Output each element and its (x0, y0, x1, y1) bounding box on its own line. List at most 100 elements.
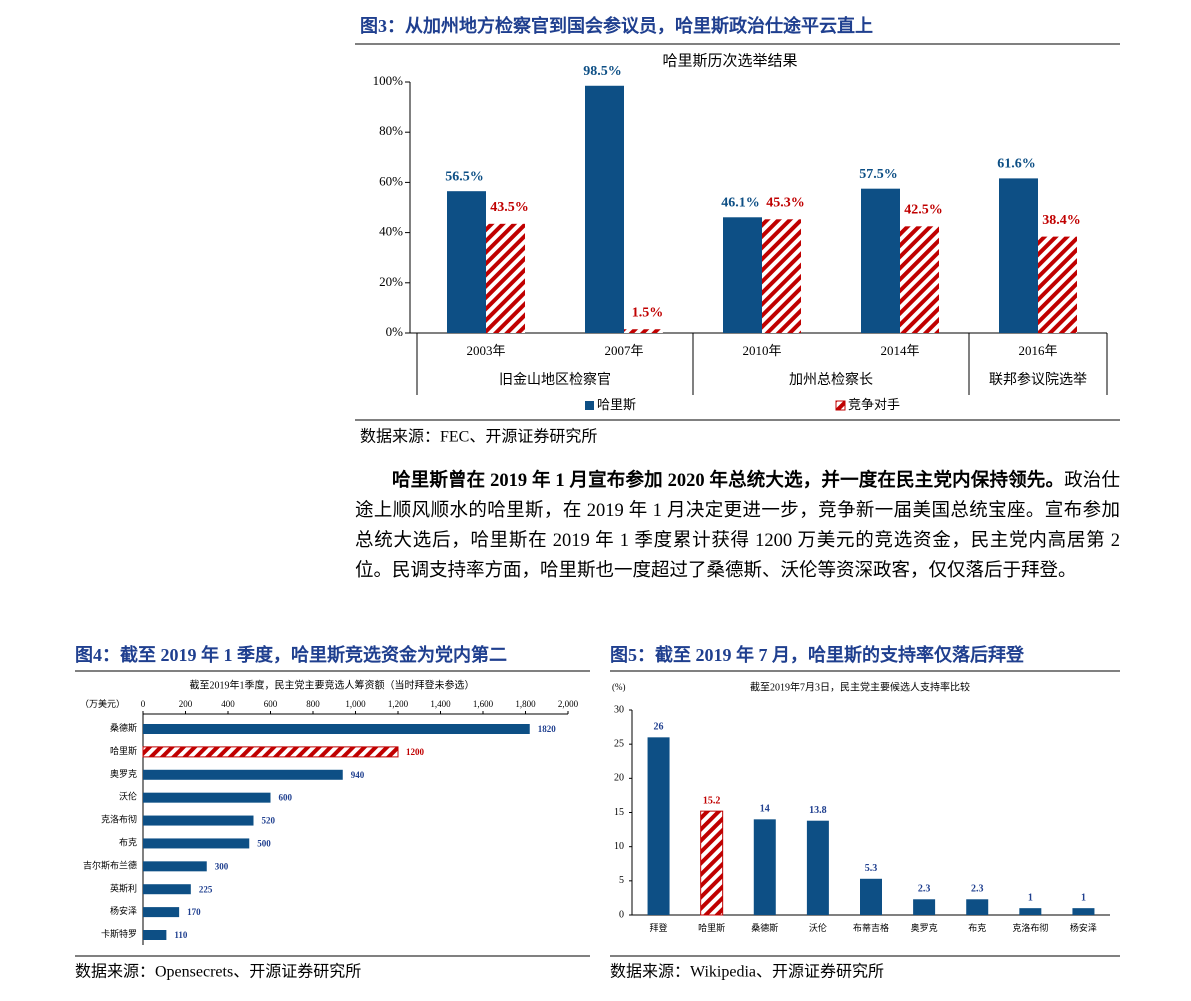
x-tick-label: 哈里斯 (698, 922, 725, 933)
x-tick-label: 200 (179, 699, 193, 709)
bar (143, 930, 167, 940)
group-label: 联邦参议院选举 (989, 371, 1087, 388)
value-label: 42.5% (904, 203, 943, 218)
figure-title: 图5：截至 2019 年 7 月，哈里斯的支持率仅落后拜登 (610, 644, 1025, 665)
x-tick-label: 布克 (968, 922, 986, 933)
bar (1072, 908, 1095, 915)
value-label: 13.8 (809, 805, 827, 816)
y-tick-label: 60% (379, 173, 403, 188)
x-tick-label: 沃伦 (809, 922, 827, 933)
legend-swatch (835, 400, 846, 411)
value-label: 500 (257, 839, 271, 849)
x-tick-label: 2016年 (1018, 343, 1057, 358)
paragraph-body: 政治仕途上顺风顺水的哈里斯，在 2019 年 1 月决定更进一步，竞争新一届美国… (355, 471, 1120, 581)
value-label: 1 (1028, 892, 1033, 903)
bar (447, 191, 486, 333)
bar (966, 899, 989, 915)
x-tick-label: 2010年 (742, 343, 781, 358)
bar (762, 219, 801, 333)
value-label: 56.5% (445, 169, 484, 184)
chart-subtitle: 哈里斯历次选举结果 (662, 52, 797, 69)
bar (143, 724, 530, 734)
y-tick-label: 吉尔斯布兰德 (83, 859, 137, 870)
bar (143, 861, 207, 872)
value-label: 225 (199, 884, 213, 894)
bar (486, 223, 525, 333)
y-tick-label: 25 (614, 738, 624, 749)
value-label: 300 (215, 861, 229, 871)
value-label: 61.6% (997, 157, 1036, 172)
y-tick-label: 0 (619, 909, 624, 920)
bar (143, 838, 250, 849)
bar (913, 899, 936, 915)
x-tick-label: 杨安泽 (1070, 922, 1097, 933)
bar (143, 884, 191, 895)
x-tick-label: 克洛布彻 (1012, 922, 1048, 933)
x-tick-label: 1,000 (345, 699, 366, 709)
y-tick-label: 20% (379, 274, 403, 289)
x-tick-label: 2003年 (466, 343, 505, 358)
bar (999, 178, 1038, 333)
y-tick-label: 0% (386, 324, 404, 339)
x-tick-label: 600 (264, 699, 278, 709)
y-tick-label: 桑德斯 (110, 722, 137, 733)
unit-label: (%) (612, 682, 626, 692)
y-tick-label: 20 (614, 773, 624, 784)
bar (142, 746, 399, 758)
x-tick-label: 2014年 (880, 343, 919, 358)
chart-subtitle: 截至2019年1季度，民主党主要竞选人筹资额（当时拜登未参选） (190, 678, 475, 691)
source: 数据来源：Wikipedia、开源证券研究所 (610, 963, 884, 981)
value-label: 1 (1081, 892, 1086, 903)
value-label: 45.3% (766, 196, 805, 211)
x-tick-label: 布蒂吉格 (853, 922, 889, 933)
y-tick-label: 布克 (119, 837, 137, 848)
y-tick-label: 10 (614, 841, 624, 852)
value-label: 2.3 (971, 884, 984, 895)
x-tick-label: 1,400 (430, 699, 451, 709)
bar (861, 188, 900, 333)
source: 数据来源：Opensecrets、开源证券研究所 (75, 963, 361, 981)
x-tick-label: 1,800 (515, 699, 536, 709)
x-tick-label: 2,000 (558, 699, 579, 709)
value-label: 38.4% (1042, 213, 1081, 228)
x-tick-label: 1,200 (388, 699, 409, 709)
y-tick-label: 英斯利 (110, 882, 137, 893)
y-tick-label: 100% (373, 73, 404, 88)
chart-subtitle: 截至2019年7月3日，民主党主要候选人支持率比较 (750, 680, 970, 693)
value-label: 1200 (406, 747, 425, 757)
bar (585, 85, 624, 333)
value-label: 26 (654, 722, 664, 733)
figure-title: 图3：从加州地方检察官到国会参议员，哈里斯政治仕途平云直上 (360, 15, 873, 36)
value-label: 520 (262, 816, 276, 826)
figure-title: 图4：截至 2019 年 1 季度，哈里斯竞选资金为党内第二 (75, 644, 507, 665)
x-tick-label: 800 (306, 699, 320, 709)
value-label: 46.1% (721, 196, 760, 211)
bar (700, 810, 724, 916)
unit-label: （万美元） (80, 698, 125, 709)
bar (143, 815, 254, 826)
y-tick-label: 沃伦 (119, 791, 137, 802)
y-tick-label: 40% (379, 224, 403, 239)
bar (624, 329, 663, 333)
bar (647, 737, 670, 915)
group-label: 旧金山地区检察官 (499, 371, 611, 388)
x-tick-label: 桑德斯 (751, 922, 778, 933)
bar (860, 878, 882, 915)
value-label: 98.5% (583, 64, 622, 79)
paragraph: 哈里斯曾在 2019 年 1 月宣布参加 2020 年总统大选，并一度在民主党内… (355, 466, 1120, 586)
y-tick-label: 奥罗克 (110, 768, 137, 779)
value-label: 600 (279, 793, 293, 803)
legend-label: 竞争对手 (848, 397, 900, 412)
value-label: 15.2 (703, 795, 721, 806)
value-label: 940 (351, 770, 365, 780)
y-tick-label: 杨安泽 (110, 905, 137, 916)
x-tick-label: 奥罗克 (911, 922, 938, 933)
value-label: 170 (187, 907, 201, 917)
x-tick-label: 拜登 (650, 923, 668, 933)
value-label: 43.5% (490, 200, 529, 215)
bar (143, 792, 271, 803)
bar (1019, 908, 1042, 915)
y-tick-label: 80% (379, 123, 403, 138)
